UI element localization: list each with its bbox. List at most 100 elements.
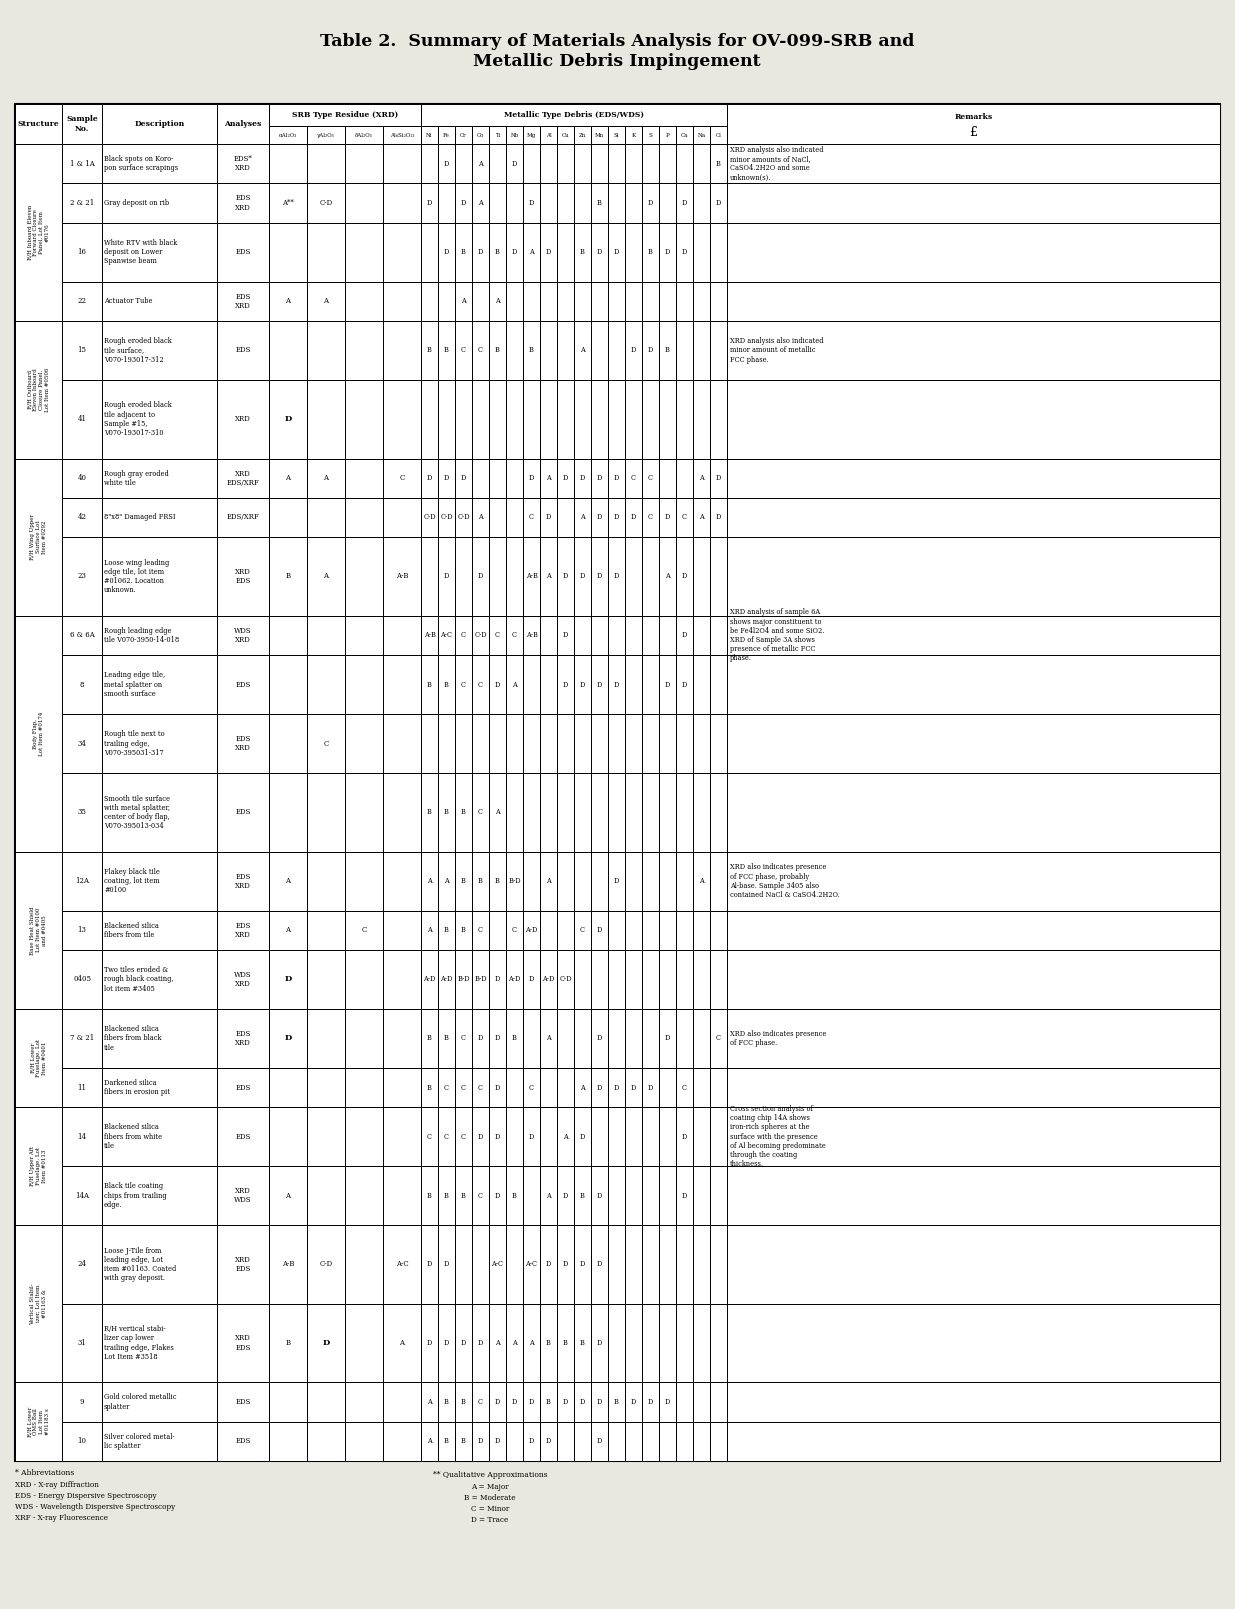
Bar xyxy=(62,911,103,949)
Text: D: D xyxy=(614,573,619,581)
Bar xyxy=(103,616,217,655)
Bar xyxy=(506,1009,522,1068)
Bar xyxy=(269,1303,308,1382)
Bar xyxy=(345,126,383,143)
Bar xyxy=(345,380,383,459)
Text: D: D xyxy=(478,1133,483,1141)
Bar xyxy=(574,772,592,851)
Bar xyxy=(489,655,506,714)
Bar xyxy=(522,497,540,537)
Text: D: D xyxy=(443,1339,450,1347)
Bar xyxy=(454,537,472,616)
Bar xyxy=(540,126,557,143)
Text: EDS: EDS xyxy=(236,346,251,354)
Bar xyxy=(727,380,1220,459)
Bar xyxy=(659,1167,676,1224)
Bar xyxy=(592,1422,608,1461)
Text: A-B: A-B xyxy=(526,573,537,581)
Bar xyxy=(642,1068,659,1107)
Text: D: D xyxy=(529,975,535,983)
Text: D: D xyxy=(597,1192,603,1200)
Bar xyxy=(62,655,103,714)
Bar xyxy=(608,851,625,911)
Text: D: D xyxy=(478,1437,483,1445)
Text: D: D xyxy=(461,200,466,208)
Bar xyxy=(608,126,625,143)
Text: Analyses: Analyses xyxy=(225,121,262,129)
Bar xyxy=(574,1167,592,1224)
Bar xyxy=(574,537,592,616)
Bar xyxy=(540,222,557,282)
Text: A: A xyxy=(427,1398,432,1406)
Bar xyxy=(438,126,454,143)
Text: 22: 22 xyxy=(78,298,86,306)
Text: B: B xyxy=(427,808,432,816)
Bar xyxy=(103,1167,217,1224)
Bar xyxy=(540,911,557,949)
Text: C: C xyxy=(324,740,329,748)
Text: C: C xyxy=(529,513,534,521)
Bar xyxy=(727,1382,1220,1422)
Text: D: D xyxy=(682,681,687,689)
Bar xyxy=(472,459,489,497)
Text: A: A xyxy=(563,1133,568,1141)
Bar xyxy=(454,143,472,183)
Bar xyxy=(540,1303,557,1382)
Text: A: A xyxy=(445,877,448,885)
Bar xyxy=(693,497,710,537)
Bar xyxy=(506,320,522,380)
Bar xyxy=(592,714,608,772)
Text: D: D xyxy=(579,1133,585,1141)
Text: A: A xyxy=(513,1339,517,1347)
Bar xyxy=(608,143,625,183)
Bar xyxy=(438,320,454,380)
Text: Base Heat Shield
Lot Item #0100
and #0405: Base Heat Shield Lot Item #0100 and #040… xyxy=(30,906,47,954)
Bar xyxy=(710,282,727,320)
Bar xyxy=(269,1107,308,1167)
Bar xyxy=(472,222,489,282)
Bar xyxy=(693,655,710,714)
Bar xyxy=(557,1224,574,1303)
Bar xyxy=(472,616,489,655)
Bar xyxy=(103,772,217,851)
Bar xyxy=(454,616,472,655)
Bar xyxy=(489,1107,506,1167)
Text: D: D xyxy=(579,1260,585,1268)
Bar xyxy=(438,1167,454,1224)
Bar xyxy=(676,1009,693,1068)
Text: B: B xyxy=(563,1339,568,1347)
Text: A-C: A-C xyxy=(526,1260,537,1268)
Bar xyxy=(693,126,710,143)
Text: 35: 35 xyxy=(78,808,86,816)
Bar xyxy=(522,616,540,655)
Text: D: D xyxy=(664,1398,671,1406)
Bar xyxy=(269,1009,308,1068)
Text: D: D xyxy=(495,1192,500,1200)
Bar xyxy=(421,126,438,143)
Text: A: A xyxy=(529,248,534,256)
Bar xyxy=(62,143,103,183)
Bar xyxy=(506,1303,522,1382)
Text: R/H Inboard Eleven
Forward Closure
Panel, Lot Item
#0176: R/H Inboard Eleven Forward Closure Panel… xyxy=(27,204,49,261)
Bar xyxy=(574,1068,592,1107)
Bar xyxy=(308,320,345,380)
Bar xyxy=(103,183,217,222)
Bar xyxy=(522,126,540,143)
Bar xyxy=(62,1009,103,1068)
Text: C: C xyxy=(513,927,517,935)
Bar xyxy=(15,105,1220,1461)
Bar xyxy=(269,1068,308,1107)
Text: C-D: C-D xyxy=(474,631,487,639)
Text: D: D xyxy=(579,573,585,581)
Bar xyxy=(557,655,574,714)
Text: A-D: A-D xyxy=(441,975,453,983)
Text: C: C xyxy=(478,1398,483,1406)
Bar xyxy=(421,497,438,537)
Bar xyxy=(727,222,1220,282)
Text: D: D xyxy=(529,1437,535,1445)
Bar xyxy=(421,714,438,772)
Bar xyxy=(308,911,345,949)
Bar xyxy=(345,911,383,949)
Bar xyxy=(608,222,625,282)
Text: XRD analysis of sample 6A
shows major constituent to
be Fe4l2O4 and some SiO2.
X: XRD analysis of sample 6A shows major co… xyxy=(730,608,825,663)
